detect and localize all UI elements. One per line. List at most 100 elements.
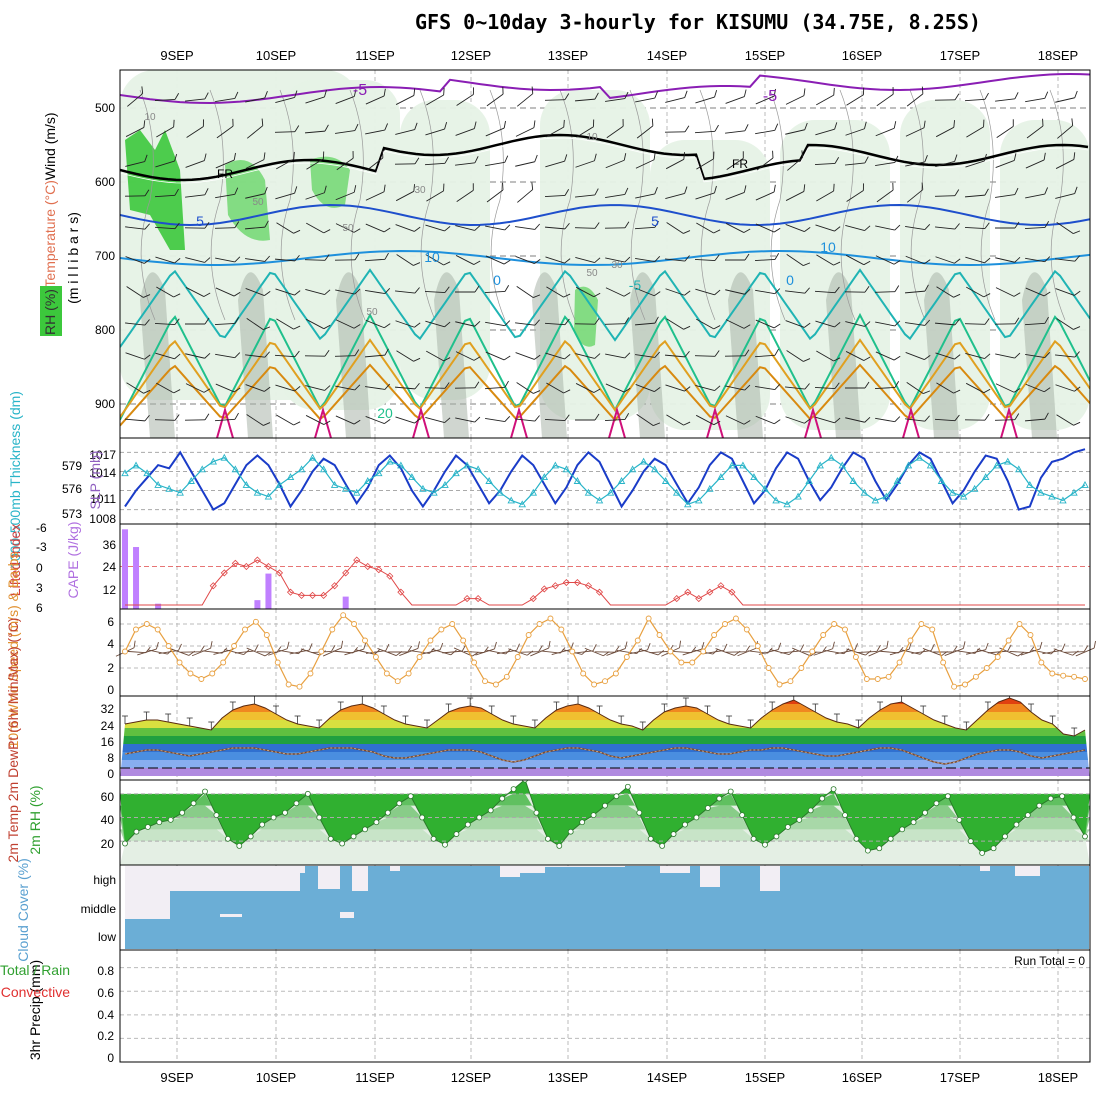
wind-barb-flag <box>444 156 449 164</box>
surface-barb-flag <box>254 644 259 652</box>
wind-barb-flag <box>383 227 391 233</box>
wind-speed-point <box>372 654 379 660</box>
wind-barb-flag <box>204 92 209 100</box>
wind-barb-shaft <box>1056 318 1074 330</box>
wind-barb <box>214 317 240 325</box>
wind-barb-flag <box>1014 256 1021 263</box>
wind-barb-shaft <box>845 351 865 361</box>
wind-barb-flag <box>384 323 391 329</box>
rh2m-point <box>727 788 734 795</box>
thickness-point <box>176 488 184 496</box>
wind-speed-point <box>231 643 238 649</box>
contour-label: 50 <box>342 223 354 234</box>
wind-barb <box>1056 414 1081 426</box>
wind-barb-flag <box>801 150 804 158</box>
li-point <box>331 582 339 590</box>
wind-speed-point <box>1071 673 1078 680</box>
thickness-point <box>992 461 1001 469</box>
wind-barb <box>575 353 601 359</box>
wind-barb-flag <box>294 290 301 296</box>
wind-barb-shaft <box>125 352 145 360</box>
thickness-point <box>684 500 692 508</box>
wind-speed-point <box>220 659 227 666</box>
wind-barb-shaft <box>275 192 295 200</box>
wind-barb <box>455 225 481 231</box>
surface-wind-barb <box>933 645 958 653</box>
temp-contour-diurnal <box>120 268 1090 348</box>
wind-barb-shaft <box>755 223 775 233</box>
wind-barb-flag <box>204 188 209 195</box>
wind-barb-flag <box>474 225 481 231</box>
wind-barb <box>305 288 331 296</box>
wind-barb-shaft <box>214 323 236 325</box>
dewpoint-dashes <box>124 747 1086 765</box>
wind-barb-flag <box>414 418 421 424</box>
surface-barb-flag <box>439 642 444 650</box>
wind-barb <box>725 89 747 104</box>
wind-speed-point <box>962 681 968 688</box>
rh2m-point <box>556 843 563 849</box>
wind-barb-shaft <box>455 351 475 361</box>
wind-barb <box>515 223 541 230</box>
wind-barb <box>424 286 450 293</box>
wind-barb-shaft <box>994 419 1016 421</box>
wind-barb-flag <box>533 390 541 394</box>
wind-barb-shaft <box>155 256 175 264</box>
wind-barb-flag <box>144 354 151 360</box>
wind-barb-flag <box>264 386 271 392</box>
wind-barb <box>485 351 511 361</box>
wind-barb-flag <box>803 88 806 96</box>
rh-contour-line <box>139 89 156 321</box>
surface-barb-shaft <box>399 647 419 657</box>
wind-barb-shaft <box>606 125 624 139</box>
wind-barb <box>756 150 774 171</box>
wind-barb <box>816 87 835 106</box>
wind-barb-flag <box>714 124 719 132</box>
wind-barb <box>636 118 654 139</box>
rh2m-point <box>876 845 883 852</box>
wind-barb-flag <box>204 221 210 229</box>
wind-barb-shaft <box>545 256 565 264</box>
surface-barb-flag <box>1083 645 1089 652</box>
wind-barb-flag <box>744 124 749 131</box>
cape-bar <box>155 603 162 609</box>
wind-barb-flag <box>534 154 538 162</box>
wind-barb <box>126 286 151 298</box>
cloud-gap <box>352 866 368 891</box>
wind-barb <box>966 286 991 298</box>
date-label-bottom: 12SEP <box>451 1070 491 1085</box>
thickness-point <box>121 469 129 477</box>
wind-barb <box>335 288 361 295</box>
wind-speed-line <box>124 614 1086 688</box>
temp-bands <box>120 698 1090 776</box>
surface-barb-flag <box>395 651 403 656</box>
wind-barb <box>845 416 871 423</box>
contour-label: FR <box>217 167 233 181</box>
surface-barb-shaft <box>987 650 1008 654</box>
wind-barb <box>935 154 958 168</box>
surface-barb-flag <box>854 643 859 651</box>
thickness-point <box>485 477 493 484</box>
wind-barb-flag <box>1044 221 1050 228</box>
wind-barb <box>635 152 656 169</box>
wind-barb <box>935 256 961 264</box>
surface-wind-barb <box>584 647 610 657</box>
surface-barb-flag <box>548 640 551 649</box>
wind-barb-flag <box>174 353 181 360</box>
wind-barb-flag <box>804 227 811 232</box>
wind-barb-shaft <box>755 289 775 295</box>
wind-barb <box>665 90 688 103</box>
li-ytick: 3 <box>36 581 43 595</box>
wind-barb-shaft <box>424 387 446 389</box>
wind-barb <box>875 351 901 361</box>
upper-ytick: 500 <box>95 101 115 115</box>
wind-speed-point <box>514 654 521 660</box>
wind-barb-flag <box>984 257 991 264</box>
cape-bar <box>122 529 128 609</box>
wind-barb-shaft <box>1056 222 1074 234</box>
rh2m-plot <box>120 780 1090 865</box>
wind-barb-shaft <box>874 387 896 389</box>
surface-barb-shaft <box>551 648 572 656</box>
temp-contour-25 <box>314 406 332 438</box>
wind-barb-flag <box>594 92 599 100</box>
